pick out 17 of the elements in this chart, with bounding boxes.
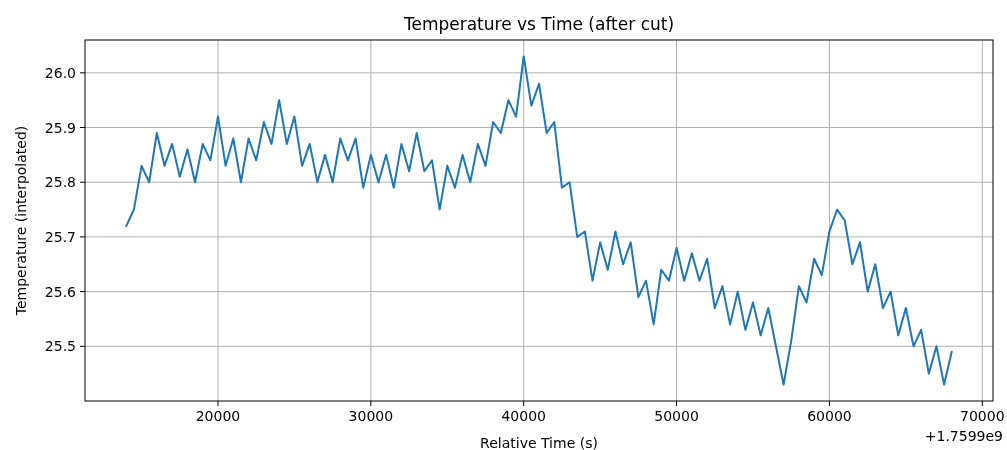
x-tick-label: 30000 <box>348 408 394 424</box>
x-tick-label: 50000 <box>654 408 699 424</box>
y-tick-label: 25.5 <box>44 338 76 355</box>
y-tick-label: 25.7 <box>44 228 76 245</box>
line-series <box>125 55 953 386</box>
x-axis-title: Relative Time (s) <box>480 435 598 450</box>
x-tick-label: 40000 <box>501 408 546 424</box>
y-tick-label: 25.6 <box>44 283 77 300</box>
x-tick-label: 60000 <box>807 408 852 424</box>
y-tick-label: 26.0 <box>44 64 76 81</box>
x-tick-label: 70000 <box>960 408 1005 424</box>
x-tick-label: 20000 <box>195 408 241 424</box>
y-axis-title: Temperature (interpolated) <box>13 125 29 317</box>
y-tick-label: 25.9 <box>44 119 76 136</box>
y-tick-label: 25.8 <box>44 174 76 191</box>
chart-title: Temperature vs Time (after cut) <box>402 14 675 34</box>
text: +1.7599e9 <box>924 428 1003 444</box>
